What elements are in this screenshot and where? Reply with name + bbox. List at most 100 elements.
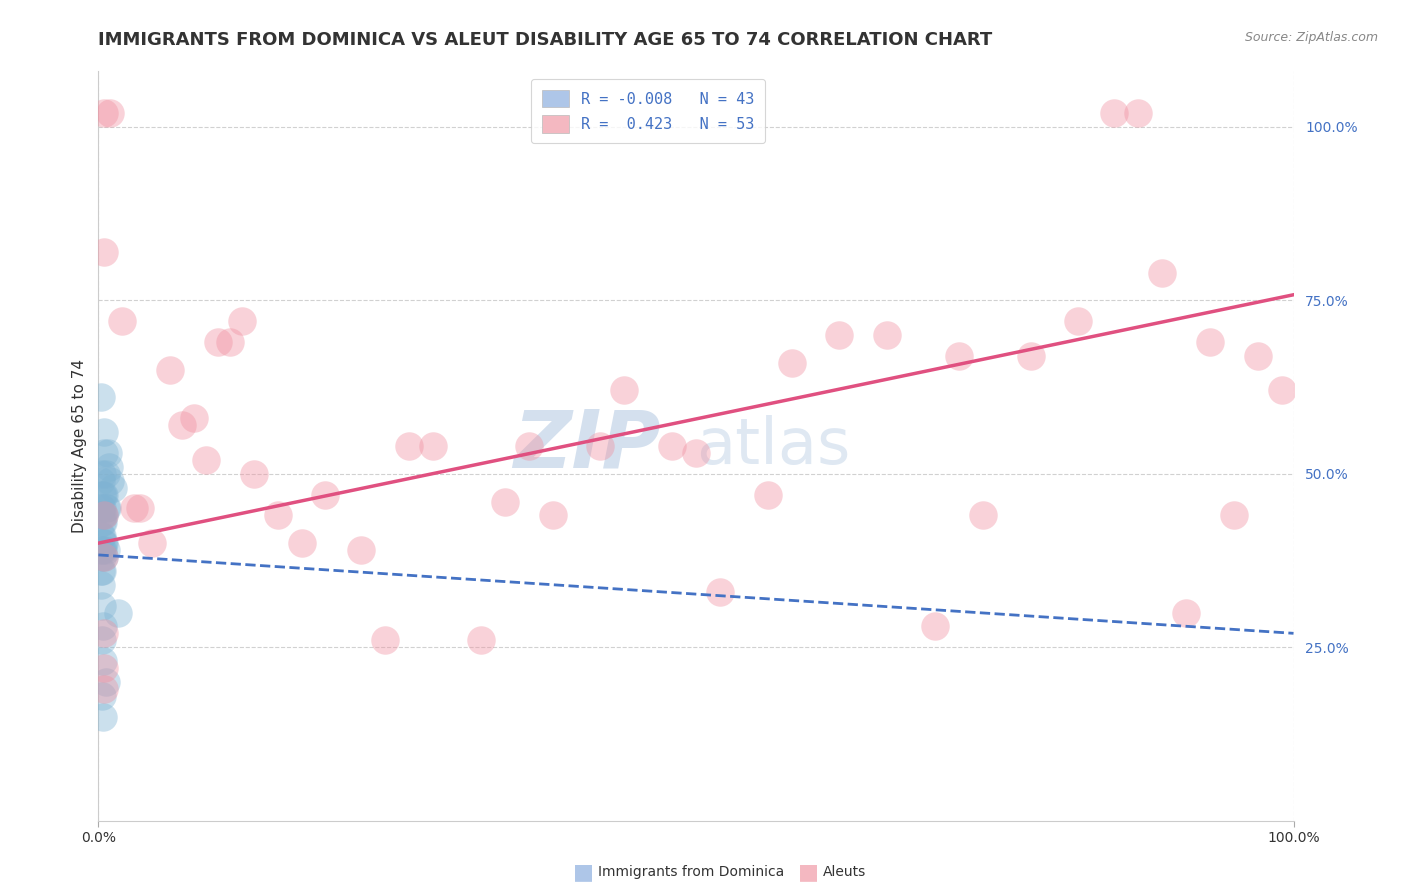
Text: IMMIGRANTS FROM DOMINICA VS ALEUT DISABILITY AGE 65 TO 74 CORRELATION CHART: IMMIGRANTS FROM DOMINICA VS ALEUT DISABI… [98, 31, 993, 49]
Point [709, 584, 731, 599]
Point [93, 446, 115, 460]
Point [948, 349, 970, 363]
Point [91, 516, 114, 530]
Y-axis label: Disability Age 65 to 74: Disability Age 65 to 74 [72, 359, 87, 533]
Point [93, 626, 115, 640]
Point [91, 709, 114, 723]
Point [98, 459, 121, 474]
Point [96, 501, 118, 516]
Point [828, 328, 851, 343]
Point [93, 661, 115, 675]
Point [93, 681, 115, 696]
Point [1102, 106, 1125, 120]
Text: atlas: atlas [696, 415, 851, 477]
Point [1128, 106, 1150, 120]
Point [91, 549, 114, 564]
Point [470, 633, 492, 648]
Point [90, 578, 112, 592]
Text: ■: ■ [799, 863, 818, 882]
Point [1271, 384, 1294, 398]
Text: Immigrants from Dominica: Immigrants from Dominica [598, 865, 783, 880]
Point [93, 549, 115, 564]
Point [91, 543, 114, 558]
Point [93, 106, 115, 120]
Point [183, 411, 205, 425]
Point [685, 446, 707, 460]
Point [243, 467, 266, 481]
Point [91, 467, 114, 481]
Point [231, 314, 253, 328]
Point [398, 439, 420, 453]
Point [98, 106, 122, 120]
Point [91, 619, 114, 633]
Point [93, 508, 115, 523]
Point [91, 508, 114, 523]
Point [91, 501, 114, 516]
Point [107, 606, 129, 620]
Point [124, 501, 146, 516]
Point [90, 543, 112, 558]
Text: Source: ZipAtlas.com: Source: ZipAtlas.com [1244, 31, 1378, 45]
Point [374, 633, 396, 648]
Point [91, 633, 114, 648]
Point [1246, 349, 1268, 363]
Point [422, 439, 444, 453]
Point [91, 654, 114, 668]
Point [91, 516, 114, 530]
Legend: R = -0.008   N = 43, R =  0.423   N = 53: R = -0.008 N = 43, R = 0.423 N = 53 [531, 79, 765, 144]
Point [94, 543, 117, 558]
Point [93, 536, 115, 550]
Point [129, 501, 152, 516]
Point [91, 599, 114, 613]
Point [91, 536, 114, 550]
Point [661, 439, 683, 453]
Point [1150, 266, 1173, 280]
Point [93, 244, 115, 259]
Point [94, 501, 117, 516]
Point [589, 439, 612, 453]
Point [350, 543, 373, 558]
Point [91, 689, 114, 703]
Point [101, 481, 124, 495]
Point [94, 467, 117, 481]
Point [93, 549, 115, 564]
Point [315, 487, 337, 501]
Point [219, 334, 242, 349]
Point [90, 501, 112, 516]
Text: ZIP: ZIP [513, 407, 661, 485]
Point [90, 564, 112, 578]
Point [494, 494, 516, 508]
Point [93, 508, 115, 523]
Point [1019, 349, 1042, 363]
Point [93, 487, 115, 501]
Text: ■: ■ [574, 863, 593, 882]
Text: Aleuts: Aleuts [823, 865, 866, 880]
Point [1067, 314, 1090, 328]
Point [517, 439, 540, 453]
Point [91, 508, 114, 523]
Point [91, 529, 114, 543]
Point [141, 536, 163, 550]
Point [267, 508, 290, 523]
Point [111, 314, 134, 328]
Point [159, 362, 181, 376]
Point [97, 446, 120, 460]
Point [94, 674, 117, 689]
Point [90, 529, 112, 543]
Point [1175, 606, 1198, 620]
Point [91, 564, 114, 578]
Point [207, 334, 229, 349]
Point [924, 619, 946, 633]
Point [290, 536, 312, 550]
Point [780, 356, 803, 370]
Point [756, 487, 779, 501]
Point [541, 508, 564, 523]
Point [972, 508, 994, 523]
Point [98, 474, 122, 488]
Point [172, 418, 194, 433]
Point [93, 425, 115, 439]
Point [91, 543, 114, 558]
Point [1222, 508, 1246, 523]
Point [613, 384, 636, 398]
Point [90, 474, 112, 488]
